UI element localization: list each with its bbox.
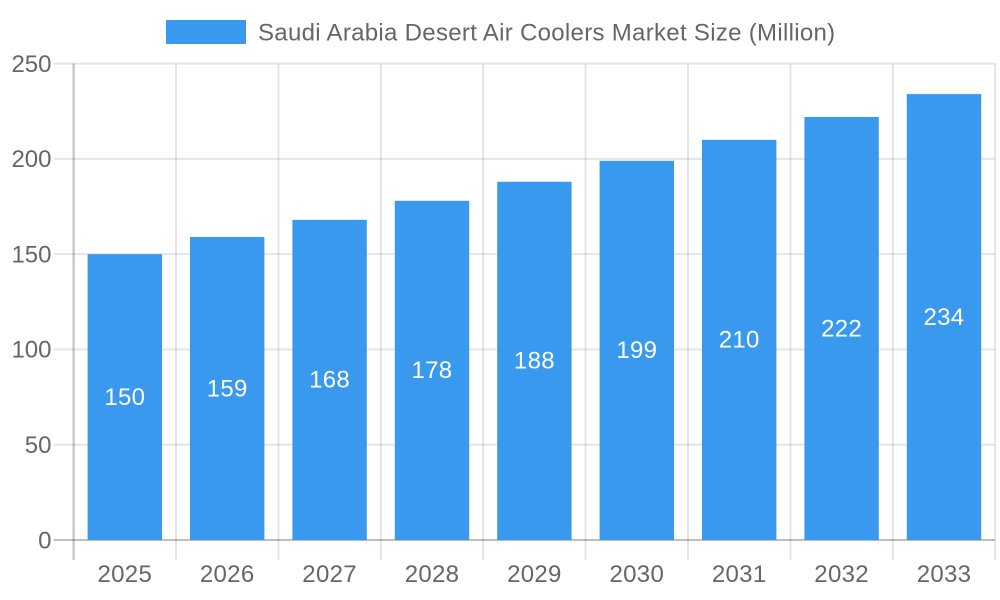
svg-text:2025: 2025 [98,561,153,588]
svg-text:50: 50 [25,432,52,459]
svg-text:188: 188 [514,348,555,375]
svg-text:150: 150 [104,384,145,411]
svg-text:150: 150 [11,241,51,268]
svg-text:2026: 2026 [200,561,255,588]
svg-text:2033: 2033 [917,561,972,588]
svg-text:2030: 2030 [610,561,665,588]
svg-text:168: 168 [309,367,350,394]
svg-text:2031: 2031 [712,561,767,588]
svg-text:2032: 2032 [814,561,869,588]
svg-text:2029: 2029 [507,561,562,588]
svg-text:Saudi Arabia Desert Air Cooler: Saudi Arabia Desert Air Coolers Market S… [258,20,835,47]
svg-text:222: 222 [821,315,862,342]
svg-text:200: 200 [11,146,51,173]
svg-text:210: 210 [719,327,760,354]
svg-text:159: 159 [207,375,248,402]
svg-text:234: 234 [924,304,965,331]
svg-text:199: 199 [616,337,657,364]
svg-text:2028: 2028 [405,561,460,588]
svg-text:178: 178 [412,357,453,384]
svg-text:0: 0 [38,527,51,554]
svg-text:250: 250 [11,51,51,78]
svg-text:100: 100 [11,337,51,364]
svg-text:2027: 2027 [302,561,357,588]
